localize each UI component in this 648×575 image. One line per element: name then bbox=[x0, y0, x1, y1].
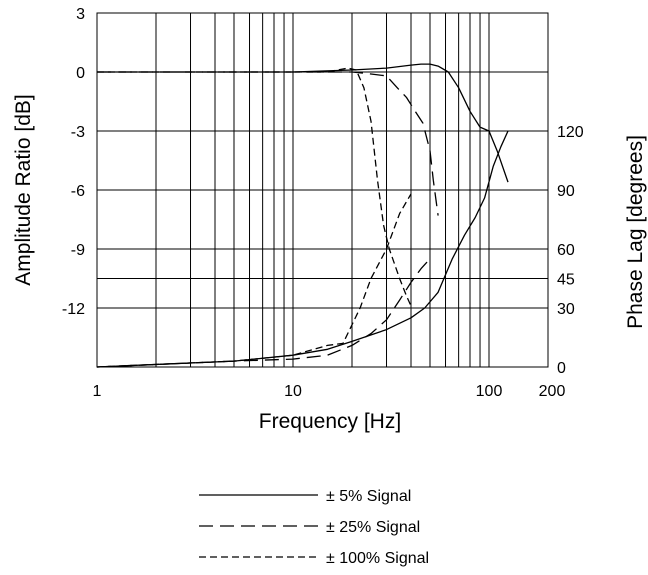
y-left-tick-label: -9 bbox=[71, 242, 85, 259]
y-right-tick-label: 30 bbox=[557, 301, 575, 318]
legend-label: ± 25% Signal bbox=[326, 519, 420, 536]
y-left-tick-label: -6 bbox=[71, 183, 85, 200]
x-tick-label: 1 bbox=[93, 383, 102, 400]
y-right-tick-label: 45 bbox=[557, 272, 575, 289]
legend-label: ± 5% Signal bbox=[326, 488, 411, 505]
x-tick-label: 100 bbox=[476, 383, 503, 400]
x-axis-label: Frequency [Hz] bbox=[259, 410, 401, 433]
y-right-tick-label: 60 bbox=[557, 242, 575, 259]
x-tick-label: 200 bbox=[539, 383, 566, 400]
series-layer bbox=[96, 63, 509, 368]
y-left-tick-label: -3 bbox=[71, 124, 85, 141]
series-amplitude-line bbox=[97, 67, 412, 307]
series-amplitude-line bbox=[97, 71, 439, 216]
x-tick-label: 10 bbox=[284, 383, 302, 400]
y-right-tick-label: 120 bbox=[557, 124, 584, 141]
plot-frame bbox=[96, 12, 549, 368]
y-left-tick-label: 3 bbox=[76, 6, 85, 23]
y-right-ticks: 120 90 60 45 30 0 bbox=[557, 124, 584, 377]
grid bbox=[97, 12, 549, 368]
series-amplitude-line bbox=[97, 63, 509, 183]
x-ticks: 1 10 100 200 bbox=[93, 383, 566, 400]
y-right-tick-label: 0 bbox=[557, 360, 566, 377]
y-left-tick-label: -12 bbox=[62, 301, 85, 318]
y-left-tick-label: 0 bbox=[76, 65, 85, 82]
y-right-tick-label: 90 bbox=[557, 183, 575, 200]
y-axis-left-label: Amplitude Ratio [dB] bbox=[12, 94, 35, 285]
legend-label: ± 100% Signal bbox=[326, 550, 429, 567]
series-phase-line bbox=[96, 193, 412, 368]
y-axis-right-label: Phase Lag [degrees] bbox=[624, 135, 647, 329]
y-left-ticks: 3 0 -3 -6 -9 -12 bbox=[62, 6, 85, 318]
series-phase-line bbox=[96, 130, 509, 368]
series-phase-line bbox=[96, 258, 431, 368]
legend: ± 5% Signal ± 25% Signal ± 100% Signal bbox=[199, 488, 429, 567]
